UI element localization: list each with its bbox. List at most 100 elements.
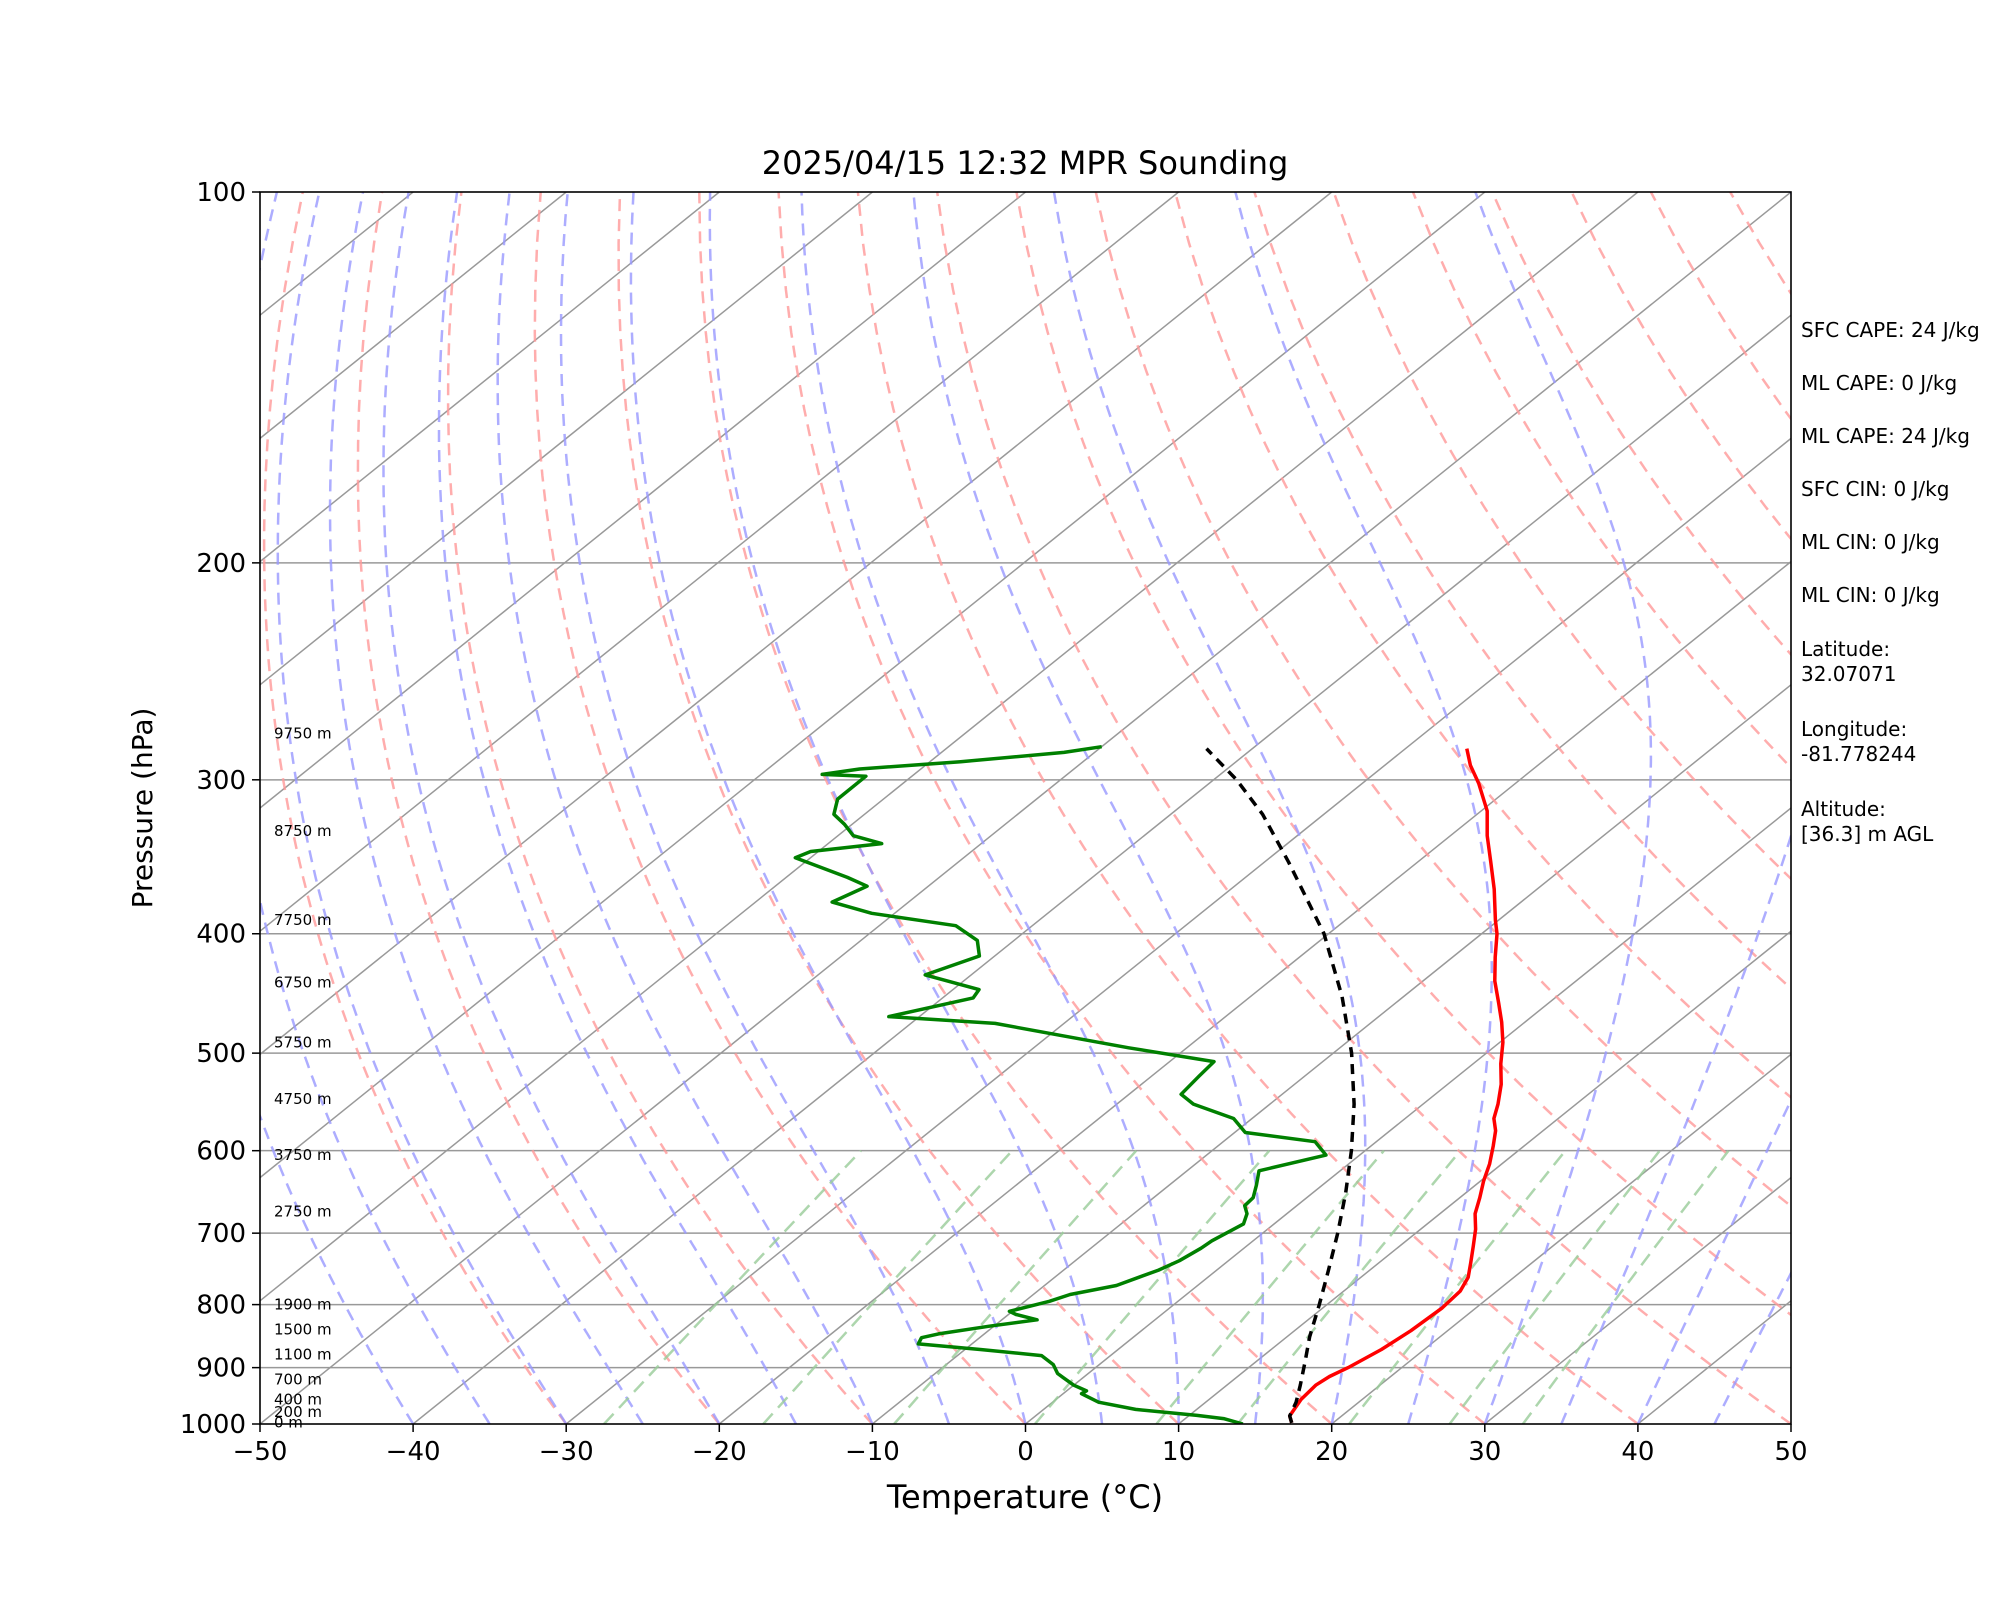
moist-adiabat	[260, 1112, 415, 1424]
y-tick-label: 500	[196, 1039, 246, 1069]
series-line-0	[1287, 748, 1505, 1424]
x-tick-label: −20	[692, 1437, 747, 1467]
isotherm	[412, 314, 1791, 1424]
height-label: 4750 m	[274, 1090, 332, 1108]
y-tick-label: 200	[196, 549, 246, 579]
height-label: 1100 m	[274, 1345, 332, 1363]
series-line-2	[1205, 747, 1356, 1424]
y-tick-label: 300	[196, 766, 246, 796]
moist-adiabat	[260, 192, 491, 1424]
mixing-ratio-line	[893, 1149, 1138, 1424]
isotherm	[1178, 930, 1791, 1424]
mixing-ratio-line	[1155, 1149, 1385, 1424]
x-tick-label: 40	[1621, 1437, 1654, 1467]
dry-adiabat	[777, 192, 1486, 1424]
isotherm	[260, 192, 873, 686]
isotherm	[260, 192, 1486, 1179]
annotation-text: ML CIN: 0 J/kg	[1801, 583, 1940, 607]
moist-adiabat	[328, 192, 644, 1424]
height-label: 700 m	[274, 1370, 322, 1388]
y-tick-label: 900	[196, 1354, 246, 1384]
x-tick-label: 50	[1774, 1437, 1807, 1467]
annotation-text: ML CIN: 0 J/kg	[1801, 530, 1940, 554]
annotation-text: Longitude:	[1801, 717, 1907, 741]
isotherm	[260, 192, 1791, 1424]
annotation-text: SFC CIN: 0 J/kg	[1801, 477, 1949, 501]
x-tick-label: 20	[1315, 1437, 1348, 1467]
height-label: 5750 m	[274, 1033, 332, 1051]
isotherm	[260, 192, 720, 563]
mixing-ratio-line	[1033, 1149, 1271, 1424]
annotation-text: ML CAPE: 0 J/kg	[1801, 371, 1957, 395]
isotherm	[260, 192, 1333, 1056]
dry-adiabat	[1253, 192, 1791, 991]
moist-adiabat	[437, 192, 798, 1424]
x-tick-label: 30	[1468, 1437, 1501, 1467]
dry-adiabat	[1015, 192, 1791, 1317]
moist-adiabat	[912, 192, 1265, 1424]
y-tick-label: 1000	[180, 1410, 246, 1440]
annotation-text: Latitude:	[1801, 637, 1890, 661]
moist-adiabat	[1052, 192, 1367, 1424]
dry-adiabat	[356, 192, 721, 1424]
sounding-annotations: SFC CAPE: 24 J/kg ML CAPE: 0 J/kg ML CAPE:…	[1801, 318, 1980, 846]
background-lines	[260, 192, 1791, 1424]
x-tick-label: 10	[1162, 1437, 1195, 1467]
annotation-text: ML CAPE: 24 J/kg	[1801, 424, 1970, 448]
y-tick-label: 800	[196, 1291, 246, 1321]
y-tick-label: 100	[196, 178, 246, 208]
height-label: 1500 m	[274, 1320, 332, 1338]
x-tick-label: −40	[386, 1437, 441, 1467]
dry-adiabat	[617, 192, 1180, 1424]
moist-adiabat	[276, 192, 568, 1424]
mixing-ratio-line	[1348, 1149, 1567, 1424]
mixing-ratio-line	[1521, 1149, 1730, 1424]
height-label: 3750 m	[274, 1146, 332, 1164]
chart-title: 2025/04/15 12:32 MPR Sounding	[762, 144, 1289, 182]
dry-adiabat	[446, 192, 874, 1424]
isotherm	[1484, 1176, 1791, 1424]
isotherm	[260, 192, 1026, 809]
mixing-ratio-line	[1236, 1149, 1462, 1424]
dry-adiabat	[1332, 192, 1791, 881]
moist-adiabat	[708, 192, 1104, 1424]
isotherm	[1025, 807, 1791, 1424]
dry-adiabat	[262, 192, 568, 1424]
mixing-ratio-line	[762, 1149, 1014, 1424]
annotation-text: [36.3] m AGL	[1801, 822, 1934, 846]
height-labels: 9750 m 8750 m 7750 m 6750 m 5750 m 4750 m 3750…	[274, 724, 332, 1431]
height-label: 6750 m	[274, 973, 332, 991]
dry-adiabat	[935, 192, 1791, 1424]
series-line-1	[793, 744, 1328, 1424]
mixing-ratio-line	[1448, 1149, 1661, 1424]
height-label: 8750 m	[274, 822, 332, 840]
moist-adiabat	[629, 192, 1027, 1424]
x-tick-label: 0	[1017, 1437, 1034, 1467]
isotherm	[260, 192, 567, 440]
isotherm	[1331, 1053, 1791, 1424]
isotherm	[871, 683, 1791, 1424]
height-label: 7750 m	[274, 911, 332, 929]
x-tick-label: −50	[233, 1437, 288, 1467]
dry-adiabat	[698, 192, 1333, 1424]
isotherm	[260, 192, 1639, 1302]
y-tick-label: 400	[196, 920, 246, 950]
height-label: 400 m	[274, 1390, 322, 1408]
height-label: 1900 m	[274, 1296, 332, 1314]
height-label: 0 m	[274, 1413, 303, 1431]
y-tick-label: 700	[196, 1219, 246, 1249]
y-axis-label: Pressure (hPa)	[126, 708, 159, 909]
moist-adiabat	[1560, 192, 1791, 1424]
annotation-text: 32.07071	[1801, 662, 1896, 686]
annotation-text: -81.778244	[1801, 742, 1916, 766]
moist-adiabat	[1234, 192, 1494, 1424]
moist-adiabat	[382, 192, 721, 1424]
isotherm	[565, 437, 1791, 1424]
height-label: 200 m	[274, 1403, 322, 1421]
isotherm	[260, 192, 1180, 933]
dry-adiabat	[1411, 192, 1791, 770]
moist-adiabat	[496, 192, 874, 1424]
mixing-ratio-line	[603, 1149, 862, 1424]
y-tick-label: 600	[196, 1137, 246, 1167]
